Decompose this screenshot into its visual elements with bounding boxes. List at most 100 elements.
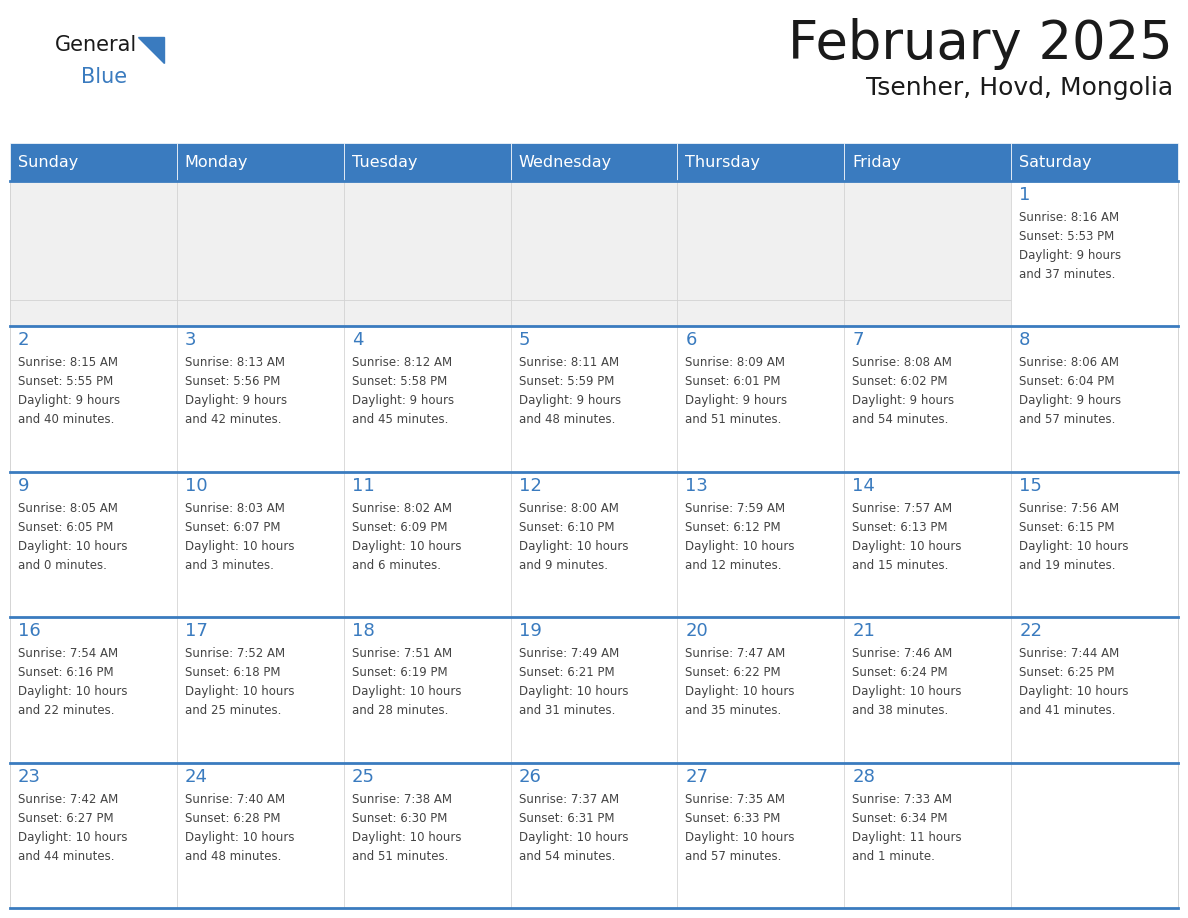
- Bar: [10, 327, 177, 472]
- Text: Daylight: 9 hours: Daylight: 9 hours: [685, 395, 788, 408]
- Bar: [677, 181, 845, 300]
- Text: 23: 23: [18, 767, 42, 786]
- Bar: [1011, 617, 1178, 763]
- Text: Sunset: 5:59 PM: Sunset: 5:59 PM: [519, 375, 614, 388]
- Text: Sunrise: 7:56 AM: Sunrise: 7:56 AM: [1019, 502, 1119, 515]
- Text: Daylight: 9 hours: Daylight: 9 hours: [519, 395, 620, 408]
- Bar: [343, 181, 511, 300]
- Bar: [677, 617, 845, 763]
- Text: Daylight: 9 hours: Daylight: 9 hours: [185, 395, 287, 408]
- Bar: [677, 472, 845, 617]
- Bar: [177, 472, 343, 617]
- Text: Daylight: 10 hours: Daylight: 10 hours: [185, 540, 295, 553]
- Text: Daylight: 9 hours: Daylight: 9 hours: [852, 395, 954, 408]
- Bar: [10, 300, 177, 327]
- Text: and 37 minutes.: and 37 minutes.: [1019, 268, 1116, 281]
- Text: 4: 4: [352, 331, 364, 350]
- Text: Sunset: 6:19 PM: Sunset: 6:19 PM: [352, 666, 448, 679]
- Text: 22: 22: [1019, 622, 1042, 640]
- Text: 13: 13: [685, 476, 708, 495]
- Text: Sunrise: 8:13 AM: Sunrise: 8:13 AM: [185, 356, 285, 369]
- Text: Daylight: 10 hours: Daylight: 10 hours: [1019, 685, 1129, 699]
- Text: Sunset: 6:04 PM: Sunset: 6:04 PM: [1019, 375, 1114, 388]
- Bar: [343, 143, 511, 181]
- Text: Sunset: 5:55 PM: Sunset: 5:55 PM: [18, 375, 113, 388]
- Text: Sunrise: 7:47 AM: Sunrise: 7:47 AM: [685, 647, 785, 660]
- Text: Sunrise: 7:59 AM: Sunrise: 7:59 AM: [685, 502, 785, 515]
- Text: Daylight: 10 hours: Daylight: 10 hours: [352, 685, 461, 699]
- Bar: [677, 300, 845, 327]
- Text: 20: 20: [685, 622, 708, 640]
- Text: and 57 minutes.: and 57 minutes.: [685, 849, 782, 863]
- Text: Tsenher, Hovd, Mongolia: Tsenher, Hovd, Mongolia: [866, 76, 1173, 100]
- Text: Sunset: 5:56 PM: Sunset: 5:56 PM: [185, 375, 280, 388]
- Bar: [511, 617, 677, 763]
- Text: 17: 17: [185, 622, 208, 640]
- Text: 5: 5: [519, 331, 530, 350]
- Text: 6: 6: [685, 331, 697, 350]
- Text: and 54 minutes.: and 54 minutes.: [519, 849, 615, 863]
- Bar: [1011, 143, 1178, 181]
- Text: Daylight: 10 hours: Daylight: 10 hours: [852, 540, 962, 553]
- Text: Daylight: 10 hours: Daylight: 10 hours: [185, 831, 295, 844]
- Bar: [845, 181, 1011, 300]
- Bar: [845, 763, 1011, 908]
- Bar: [677, 327, 845, 472]
- Bar: [1011, 181, 1178, 327]
- Bar: [177, 143, 343, 181]
- Text: Saturday: Saturday: [1019, 154, 1092, 170]
- Text: Sunset: 6:02 PM: Sunset: 6:02 PM: [852, 375, 948, 388]
- Bar: [177, 181, 343, 300]
- Text: 14: 14: [852, 476, 876, 495]
- Text: Sunset: 6:18 PM: Sunset: 6:18 PM: [185, 666, 280, 679]
- Text: Sunrise: 7:33 AM: Sunrise: 7:33 AM: [852, 792, 953, 806]
- Text: Sunset: 6:15 PM: Sunset: 6:15 PM: [1019, 521, 1114, 533]
- Text: Daylight: 10 hours: Daylight: 10 hours: [519, 685, 628, 699]
- Text: Sunset: 6:12 PM: Sunset: 6:12 PM: [685, 521, 781, 533]
- Text: and 12 minutes.: and 12 minutes.: [685, 559, 782, 572]
- Text: Sunrise: 7:40 AM: Sunrise: 7:40 AM: [185, 792, 285, 806]
- Text: Tuesday: Tuesday: [352, 154, 417, 170]
- Text: 15: 15: [1019, 476, 1042, 495]
- Text: and 25 minutes.: and 25 minutes.: [185, 704, 282, 717]
- Text: and 15 minutes.: and 15 minutes.: [852, 559, 949, 572]
- Bar: [343, 763, 511, 908]
- Text: 24: 24: [185, 767, 208, 786]
- Text: Sunset: 6:28 PM: Sunset: 6:28 PM: [185, 812, 280, 824]
- Text: and 41 minutes.: and 41 minutes.: [1019, 704, 1116, 717]
- Bar: [511, 472, 677, 617]
- Text: Daylight: 9 hours: Daylight: 9 hours: [352, 395, 454, 408]
- Text: and 45 minutes.: and 45 minutes.: [352, 413, 448, 426]
- Text: Sunset: 6:16 PM: Sunset: 6:16 PM: [18, 666, 114, 679]
- Text: Daylight: 10 hours: Daylight: 10 hours: [18, 831, 127, 844]
- Text: Sunset: 6:01 PM: Sunset: 6:01 PM: [685, 375, 781, 388]
- Text: 11: 11: [352, 476, 374, 495]
- Text: and 42 minutes.: and 42 minutes.: [185, 413, 282, 426]
- Text: and 31 minutes.: and 31 minutes.: [519, 704, 615, 717]
- Text: Sunrise: 7:42 AM: Sunrise: 7:42 AM: [18, 792, 119, 806]
- Text: and 6 minutes.: and 6 minutes.: [352, 559, 441, 572]
- Text: Thursday: Thursday: [685, 154, 760, 170]
- Text: and 48 minutes.: and 48 minutes.: [185, 849, 282, 863]
- Text: 1: 1: [1019, 186, 1030, 204]
- Text: 7: 7: [852, 331, 864, 350]
- Text: Daylight: 9 hours: Daylight: 9 hours: [18, 395, 120, 408]
- Text: Sunset: 6:24 PM: Sunset: 6:24 PM: [852, 666, 948, 679]
- Bar: [10, 763, 177, 908]
- Bar: [677, 763, 845, 908]
- Bar: [343, 472, 511, 617]
- Text: and 9 minutes.: and 9 minutes.: [519, 559, 607, 572]
- Text: Sunset: 6:22 PM: Sunset: 6:22 PM: [685, 666, 781, 679]
- Text: and 3 minutes.: and 3 minutes.: [185, 559, 273, 572]
- Text: Sunset: 6:27 PM: Sunset: 6:27 PM: [18, 812, 114, 824]
- Bar: [177, 617, 343, 763]
- Text: Sunset: 6:25 PM: Sunset: 6:25 PM: [1019, 666, 1114, 679]
- Text: Daylight: 10 hours: Daylight: 10 hours: [352, 831, 461, 844]
- Text: 19: 19: [519, 622, 542, 640]
- Bar: [511, 763, 677, 908]
- Bar: [845, 472, 1011, 617]
- Bar: [177, 300, 343, 327]
- Text: Sunrise: 7:38 AM: Sunrise: 7:38 AM: [352, 792, 451, 806]
- Bar: [343, 300, 511, 327]
- Text: Sunrise: 7:35 AM: Sunrise: 7:35 AM: [685, 792, 785, 806]
